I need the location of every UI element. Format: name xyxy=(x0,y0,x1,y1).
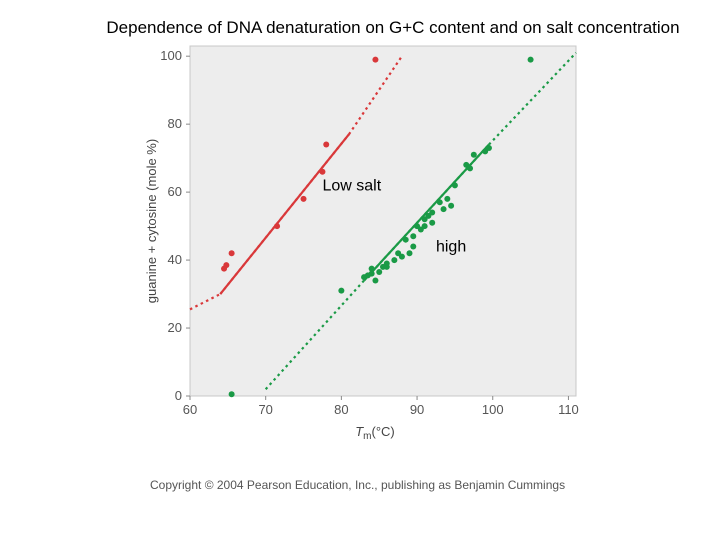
data-point-high xyxy=(372,277,379,284)
data-point-high xyxy=(527,56,534,63)
y-tick-label: 40 xyxy=(168,252,182,267)
y-tick-label: 60 xyxy=(168,184,182,199)
data-point-low xyxy=(323,141,330,148)
data-point-high xyxy=(368,265,375,272)
data-point-low xyxy=(274,223,281,230)
data-point-high xyxy=(376,268,383,275)
data-point-high xyxy=(440,206,447,213)
label-high-salt: high xyxy=(436,239,466,256)
data-point-high xyxy=(448,202,455,209)
data-point-high xyxy=(470,151,477,158)
x-tick-label: 80 xyxy=(334,402,348,417)
data-point-low xyxy=(319,168,326,175)
x-tick-label: 70 xyxy=(258,402,272,417)
data-point-high xyxy=(421,223,428,230)
data-point-high xyxy=(410,233,417,240)
data-points xyxy=(221,56,534,398)
slide-title: Dependence of DNA denaturation on G+C co… xyxy=(106,18,680,37)
y-axis-label: guanine + cytosine (mole %) xyxy=(144,139,159,303)
y-tick-label: 20 xyxy=(168,320,182,335)
data-point-low xyxy=(300,195,307,202)
axes: 60 70 80 90 100 110 0 20 40 60 80 100 Tm(°C) guanine … xyxy=(144,48,579,442)
x-tick-label: 110 xyxy=(558,402,579,417)
y-tick-label: 0 xyxy=(175,388,182,403)
fit-line-low xyxy=(219,133,350,295)
x-tick-label: 100 xyxy=(482,402,504,417)
data-point-high xyxy=(228,391,235,398)
data-point-high xyxy=(429,219,436,226)
copyright-notice: Copyright © 2004 Pearson Education, Inc.… xyxy=(150,478,566,492)
data-point-high xyxy=(338,287,345,294)
data-point-high xyxy=(410,243,417,250)
data-point-high xyxy=(406,250,413,257)
x-axis-label: Tm(°C) xyxy=(355,424,395,442)
y-tick-label: 80 xyxy=(168,116,182,131)
fit-line-dotted-high xyxy=(264,279,365,390)
fit-lines xyxy=(189,52,577,390)
data-point-high xyxy=(391,257,398,264)
data-point-low xyxy=(223,262,230,269)
data-point-high xyxy=(368,270,375,277)
data-point-high xyxy=(402,236,409,243)
data-point-high xyxy=(467,165,474,172)
x-tick-label: 60 xyxy=(183,402,197,417)
data-point-high xyxy=(398,253,405,260)
data-point-low xyxy=(228,250,235,257)
y-tick-label: 100 xyxy=(160,48,182,63)
data-point-high xyxy=(451,182,458,189)
annotations: Low salt high xyxy=(322,177,466,255)
data-point-low xyxy=(372,56,379,63)
data-point-high xyxy=(485,144,492,151)
x-tick-label: 90 xyxy=(410,402,424,417)
plot-area xyxy=(189,45,577,397)
fit-line-dotted-low xyxy=(348,55,403,135)
data-point-high xyxy=(383,263,390,270)
label-low-salt: Low salt xyxy=(322,177,381,194)
data-point-high xyxy=(436,199,443,206)
data-point-high xyxy=(444,195,451,202)
data-point-high xyxy=(429,209,436,216)
